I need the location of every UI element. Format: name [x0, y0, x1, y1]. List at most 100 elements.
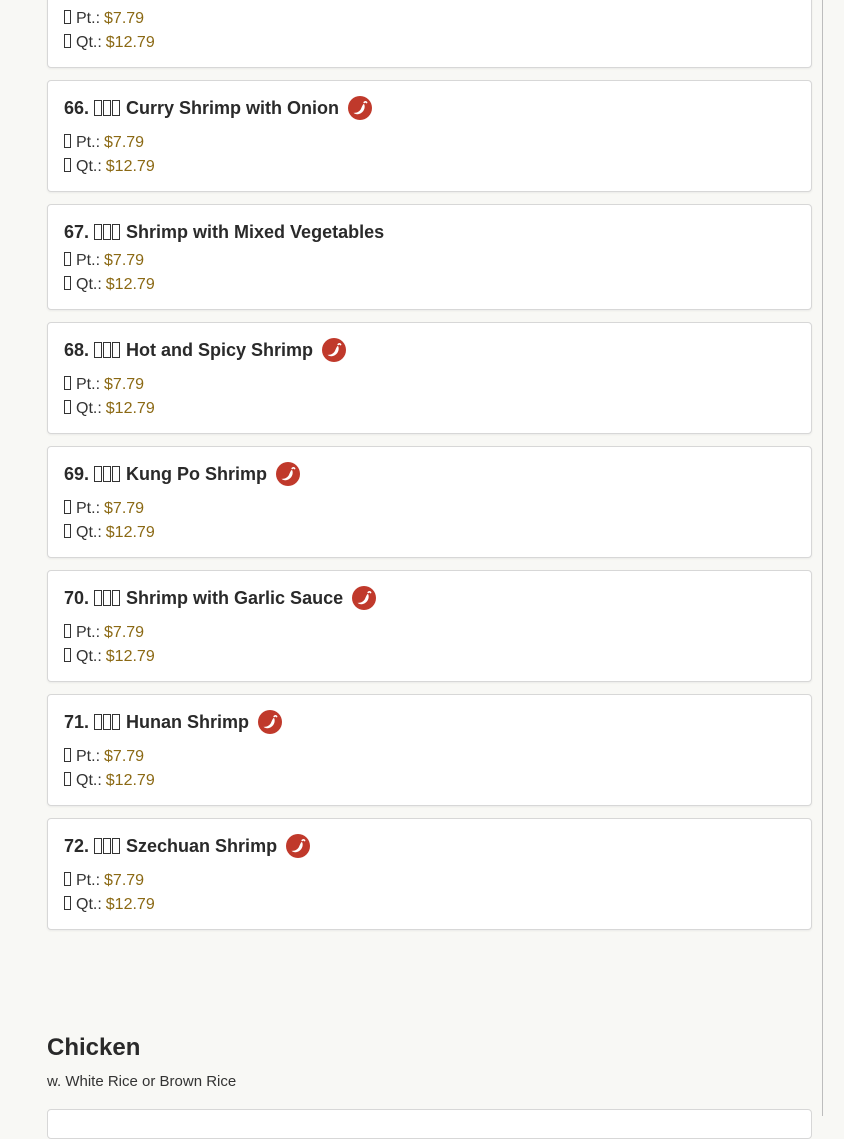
price-row-quart: Qt.: $12.79 — [64, 397, 795, 421]
chili-pepper-icon — [348, 96, 373, 120]
price-row-pint: Pt.: $7.79 — [64, 373, 795, 397]
size-label-pint: Pt.: — [76, 134, 101, 151]
menu-item-title: 72. Szechuan Shrimp — [64, 832, 795, 860]
price-row-quart: Qt.: $12.79 — [64, 273, 795, 297]
price-quart: $12.79 — [105, 400, 155, 417]
price-quart: $12.79 — [105, 158, 155, 175]
size-label-pint: Pt.: — [76, 624, 101, 641]
size-label-pint: Pt.: — [76, 500, 101, 517]
price-row-pint: Pt.: $7.79 — [64, 869, 795, 893]
menu-item-title: 68. Hot and Spicy Shrimp — [64, 336, 795, 364]
menu-item-chinese-name — [94, 836, 121, 857]
menu-item-prices: Pt.: $7.79 Qt.: $12.79 — [64, 869, 795, 917]
menu-item-number: 71. — [64, 711, 90, 732]
price-row-quart: Qt.: $12.79 — [64, 893, 795, 917]
menu-item-name: Kung Po Shrimp — [126, 463, 268, 484]
menu-item-number: 70. — [64, 587, 90, 608]
menu-item-number: 65. — [64, 0, 89, 1]
missing-glyph-icon — [64, 400, 71, 414]
menu-item-card[interactable]: 65. Shrimp with Lobster Sauce Pt.:$7.79 … — [47, 0, 812, 68]
price-row-pint: Pt.: $7.79 — [64, 497, 795, 521]
chili-pepper-icon — [276, 462, 301, 486]
menu-item-name: Szechuan Shrimp — [126, 835, 278, 856]
size-label-pint: Pt.: — [76, 376, 101, 393]
price-row-quart: Qt.: $12.79 — [64, 769, 795, 793]
chili-pepper-icon — [258, 710, 283, 734]
menu-section-chicken: Chicken w. White Rice or Brown Rice — [47, 1030, 812, 1092]
menu-item-name: Shrimp with Mixed Vegetables — [126, 221, 385, 242]
price-pint: $7.79 — [104, 748, 145, 765]
menu-item-card[interactable]: 70. Shrimp with Garlic Sauce Pt.: $7.79 Q… — [47, 570, 812, 682]
section-title: Chicken — [47, 1034, 141, 1061]
menu-item-name: Hot and Spicy Shrimp — [126, 339, 314, 360]
menu-item-name: Shrimp with Garlic Sauce — [126, 587, 344, 608]
menu-item-title: 65. Shrimp with Lobster Sauce — [64, 0, 795, 4]
menu-item-name: Shrimp with Lobster Sauce — [126, 0, 358, 1]
price-row-pint: Pt.: $7.79 — [64, 131, 795, 155]
menu-item-card[interactable]: 68. Hot and Spicy Shrimp Pt.: $7.79 Qt.: $… — [47, 322, 812, 434]
price-row-quart: Qt.: $12.79 — [64, 645, 795, 669]
menu-item-list: 65. Shrimp with Lobster Sauce Pt.:$7.79 … — [47, 0, 812, 942]
menu-item-card[interactable]: 66. Curry Shrimp with Onion Pt.: $7.79 Qt… — [47, 80, 812, 192]
menu-item-prices: Pt.: $7.79 Qt.: $12.79 — [64, 497, 795, 545]
price-quart: $12.79 — [105, 34, 155, 51]
menu-item-chinese-name — [94, 588, 121, 609]
price-row-quart: Qt.: $12.79 — [64, 155, 795, 179]
price-row-pint: Pt.: $7.79 — [64, 621, 795, 645]
price-pint: $7.79 — [104, 624, 145, 641]
size-label-quart: Qt.: — [76, 276, 102, 293]
menu-item-chinese-name — [94, 98, 121, 119]
missing-glyph-icon — [64, 624, 71, 638]
chili-pepper-icon — [322, 338, 347, 362]
menu-item-chinese-name — [94, 222, 121, 243]
menu-item-prices: Pt.: $7.79 Qt.: $12.79 — [64, 621, 795, 669]
price-quart: $12.79 — [105, 772, 155, 789]
menu-item-name: Curry Shrimp with Onion — [126, 97, 340, 118]
price-row-quart: Qt.: $12.79 — [64, 31, 795, 55]
size-label-pint: Pt.: — [76, 10, 101, 27]
menu-item-prices: Pt.: $7.79 Qt.: $12.79 — [64, 131, 795, 179]
menu-item-number: 66. — [64, 97, 90, 118]
missing-glyph-icon — [64, 10, 71, 24]
missing-glyph-icon — [64, 158, 71, 172]
menu-item-title: 70. Shrimp with Garlic Sauce — [64, 584, 795, 612]
price-quart: $12.79 — [105, 648, 155, 665]
missing-glyph-icon — [64, 252, 71, 266]
menu-item-title: 66. Curry Shrimp with Onion — [64, 94, 795, 122]
missing-glyph-icon — [64, 648, 71, 662]
menu-item-chinese-name — [94, 712, 121, 733]
size-label-quart: Qt.: — [76, 896, 102, 913]
price-row-pint: Pt.: $7.79 — [64, 249, 795, 273]
size-label-pint: Pt.: — [76, 252, 101, 269]
menu-item-card[interactable]: 69. Kung Po Shrimp Pt.: $7.79 Qt.: $12.79 — [47, 446, 812, 558]
menu-item-name: Hunan Shrimp — [126, 711, 250, 732]
menu-item-card[interactable]: 71. Hunan Shrimp Pt.: $7.79 Qt.: $12.79 — [47, 694, 812, 806]
menu-item-title: 69. Kung Po Shrimp — [64, 460, 795, 488]
price-pint: $7.79 — [104, 252, 145, 269]
menu-item-card[interactable]: 67. Shrimp with Mixed Vegetables Pt.: $7.… — [47, 204, 812, 310]
price-row-pint: Pt.: $7.79 — [64, 745, 795, 769]
page-right-edge — [822, 0, 823, 1116]
menu-item-chinese-name — [94, 0, 121, 1]
missing-glyph-icon — [64, 772, 71, 786]
section-subtitle: w. White Rice or Brown Rice — [47, 1073, 237, 1090]
size-label-pint: Pt.: — [76, 748, 101, 765]
menu-item-number: 68. — [64, 339, 90, 360]
menu-item-chinese-name — [94, 340, 121, 361]
size-label-quart: Qt.: — [76, 34, 102, 51]
menu-item-card[interactable]: 72. Szechuan Shrimp Pt.: $7.79 Qt.: $12.79 — [47, 818, 812, 930]
price-quart: $12.79 — [105, 524, 155, 541]
price-pint: $7.79 — [104, 10, 145, 27]
price-pint: $7.79 — [104, 134, 145, 151]
menu-item-number: 69. — [64, 463, 90, 484]
menu-item-card[interactable] — [47, 1109, 812, 1139]
price-pint: $7.79 — [104, 376, 145, 393]
price-quart: $12.79 — [105, 276, 155, 293]
price-row-quart: Qt.: $12.79 — [64, 521, 795, 545]
missing-glyph-icon — [64, 748, 71, 762]
chili-pepper-icon — [352, 586, 377, 610]
missing-glyph-icon — [64, 376, 71, 390]
menu-item-number: 67. — [64, 221, 90, 242]
size-label-quart: Qt.: — [76, 648, 102, 665]
price-pint: $7.79 — [104, 872, 145, 889]
